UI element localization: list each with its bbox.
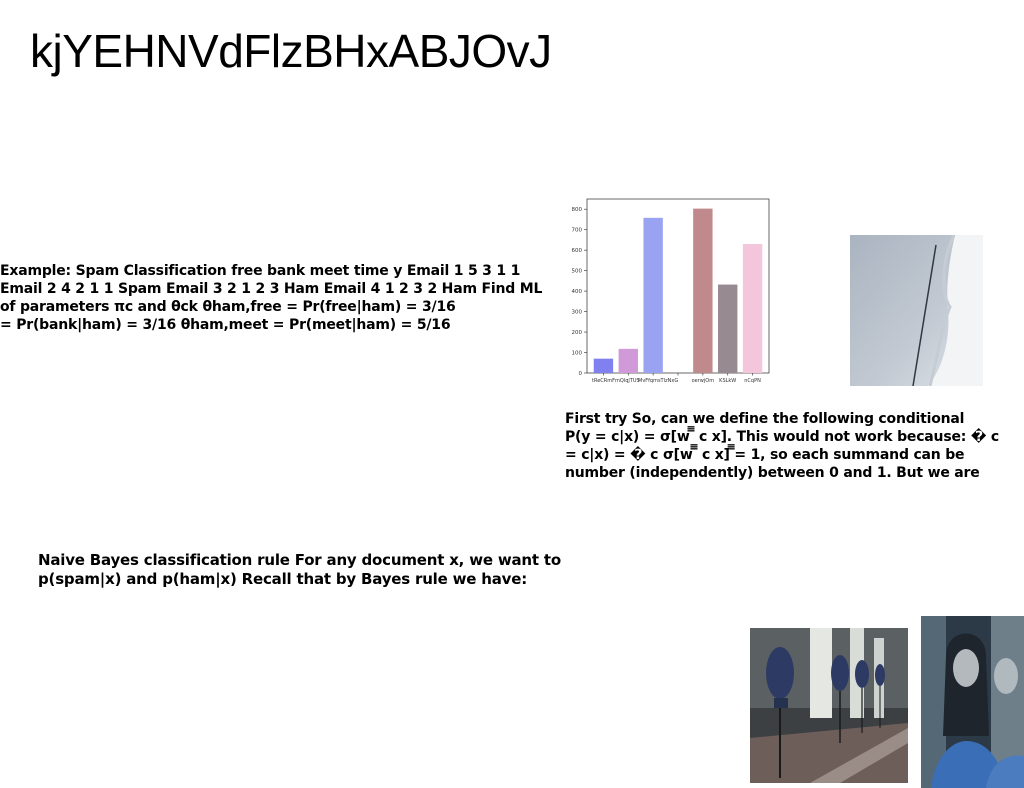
first-try-text-block: First try So, can we define the followin… (565, 410, 1024, 482)
text-line: Example: Spam Classification free bank m… (0, 263, 521, 279)
x-tick-label: KSLkW (719, 378, 736, 384)
bar-chart: 0 100 200 300 400 500 600 700 800 tReCRmFmQlqjTU… (572, 198, 770, 384)
bar-QlqjTUS (618, 348, 638, 373)
text-line: number (independently) between 0 and 1. … (565, 465, 980, 481)
y-tick-label: 800 (572, 207, 583, 213)
y-tick-label: 0 (579, 371, 583, 377)
text-line: P(y = c|x) = σ[w ̅̅̅ c x]. This would no… (565, 429, 999, 445)
x-tick-label: oerwjOm (692, 378, 715, 384)
y-tick-label: 100 (572, 351, 583, 357)
y-tick-label: 400 (572, 289, 583, 295)
y-tick-label: 700 (572, 228, 583, 234)
example-text-block: Example: Spam Classification free bank m… (0, 262, 545, 334)
y-tick-label: 600 (572, 248, 583, 254)
bar-oerwjOm (693, 208, 713, 373)
bar-MvFfqms (643, 217, 663, 373)
text-line: = Pr(bank|ham) = 3/16 θham,meet = Pr(mee… (0, 317, 451, 333)
x-tick-label: nCqPN (744, 378, 761, 384)
naive-bayes-text-block: Naive Bayes classification rule For any … (38, 551, 638, 589)
bar-KSLkW (718, 284, 738, 373)
bar-nCqPN (742, 244, 763, 373)
chairs-corridor-photo (750, 628, 908, 783)
text-line: = c|x) = � c σ[w ̅̅̅ c x] ̅̅̅= 1, so eac… (565, 447, 965, 463)
text-line: of parameters πc and θck θham,free = Pr(… (0, 299, 456, 315)
y-tick-label: 300 (572, 310, 583, 316)
x-tick-label: tReCRmFmQlqjTUS (592, 378, 640, 384)
text-line: p(spam|x) and p(ham|x) Recall that by Ba… (38, 570, 528, 588)
x-tick-label: MvFfqmsTlzNxG (638, 378, 678, 384)
text-line: Email 2 4 2 1 1 Spam Email 3 2 1 2 3 Ham… (0, 281, 543, 297)
woman-reflection-photo (921, 616, 1024, 788)
bars (593, 208, 763, 373)
bar-tReCRmFm (593, 358, 614, 373)
window-light-photo (850, 235, 983, 386)
text-line: First try So, can we define the followin… (565, 411, 965, 427)
y-axis: 0 100 200 300 400 500 600 700 800 (572, 207, 587, 377)
y-tick-label: 200 (572, 330, 583, 336)
plot-frame (586, 198, 770, 374)
y-tick-label: 500 (572, 269, 583, 275)
text-line: Naive Bayes classification rule For any … (38, 551, 561, 569)
page-title: kjYEHNVdFlzBHxABJOvJ (30, 25, 552, 77)
